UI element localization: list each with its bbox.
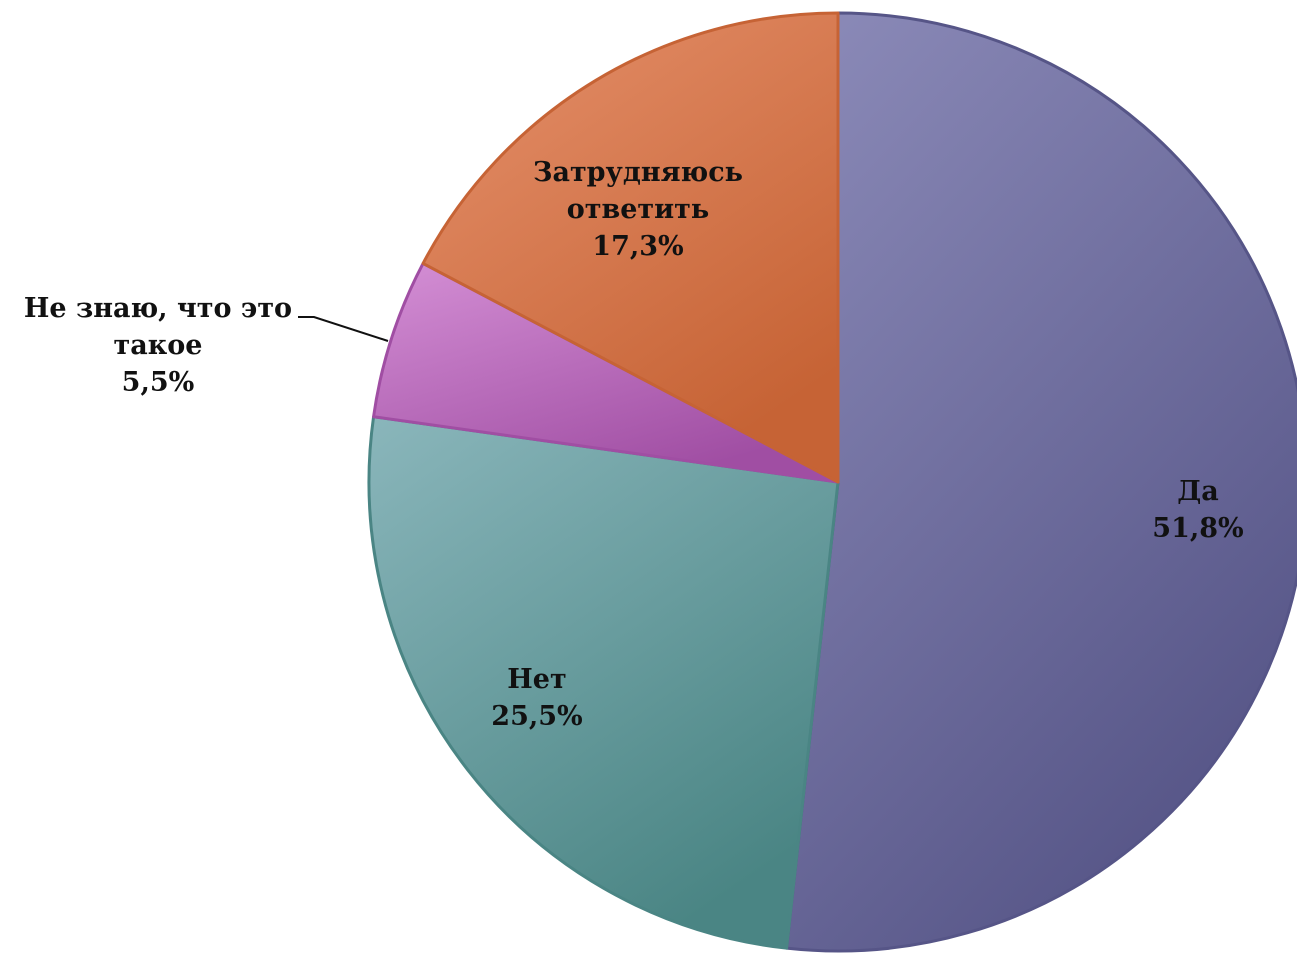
- leader-line: [298, 316, 389, 342]
- slice-label-2: Нет 25,5%: [491, 664, 582, 732]
- slice-value-label: 5,5%: [122, 367, 195, 398]
- pie-slice-1: [785, 11, 1297, 953]
- slice-value-label: 51,8%: [1152, 513, 1243, 544]
- slice-label-1: Да 51,8%: [1152, 476, 1243, 544]
- pie-slices: [367, 11, 1297, 953]
- slice-category-label: Не знаю, что это: [24, 293, 292, 324]
- slice-category-label: Затрудняюсь: [533, 157, 743, 188]
- slice-category-label: такое: [114, 330, 203, 361]
- slice-value-label: 25,5%: [491, 701, 582, 732]
- slice-value-label: 17,3%: [592, 231, 683, 262]
- pie-labels: Да 51,8% Нет 25,5% Не знаю, что это такое 5,5%…: [24, 157, 1244, 732]
- slice-label-3: Не знаю, что это такое 5,5%: [24, 293, 292, 398]
- pie-slice-3: [372, 261, 840, 484]
- pie-slice-4: [421, 11, 840, 484]
- slice-category-label: Да: [1177, 476, 1219, 507]
- slice-category-label: Нет: [507, 664, 566, 695]
- slice-category-label: ответить: [567, 194, 710, 225]
- pie-slice-2: [367, 415, 840, 950]
- slice-label-4: Затрудняюсь ответить 17,3%: [533, 157, 743, 262]
